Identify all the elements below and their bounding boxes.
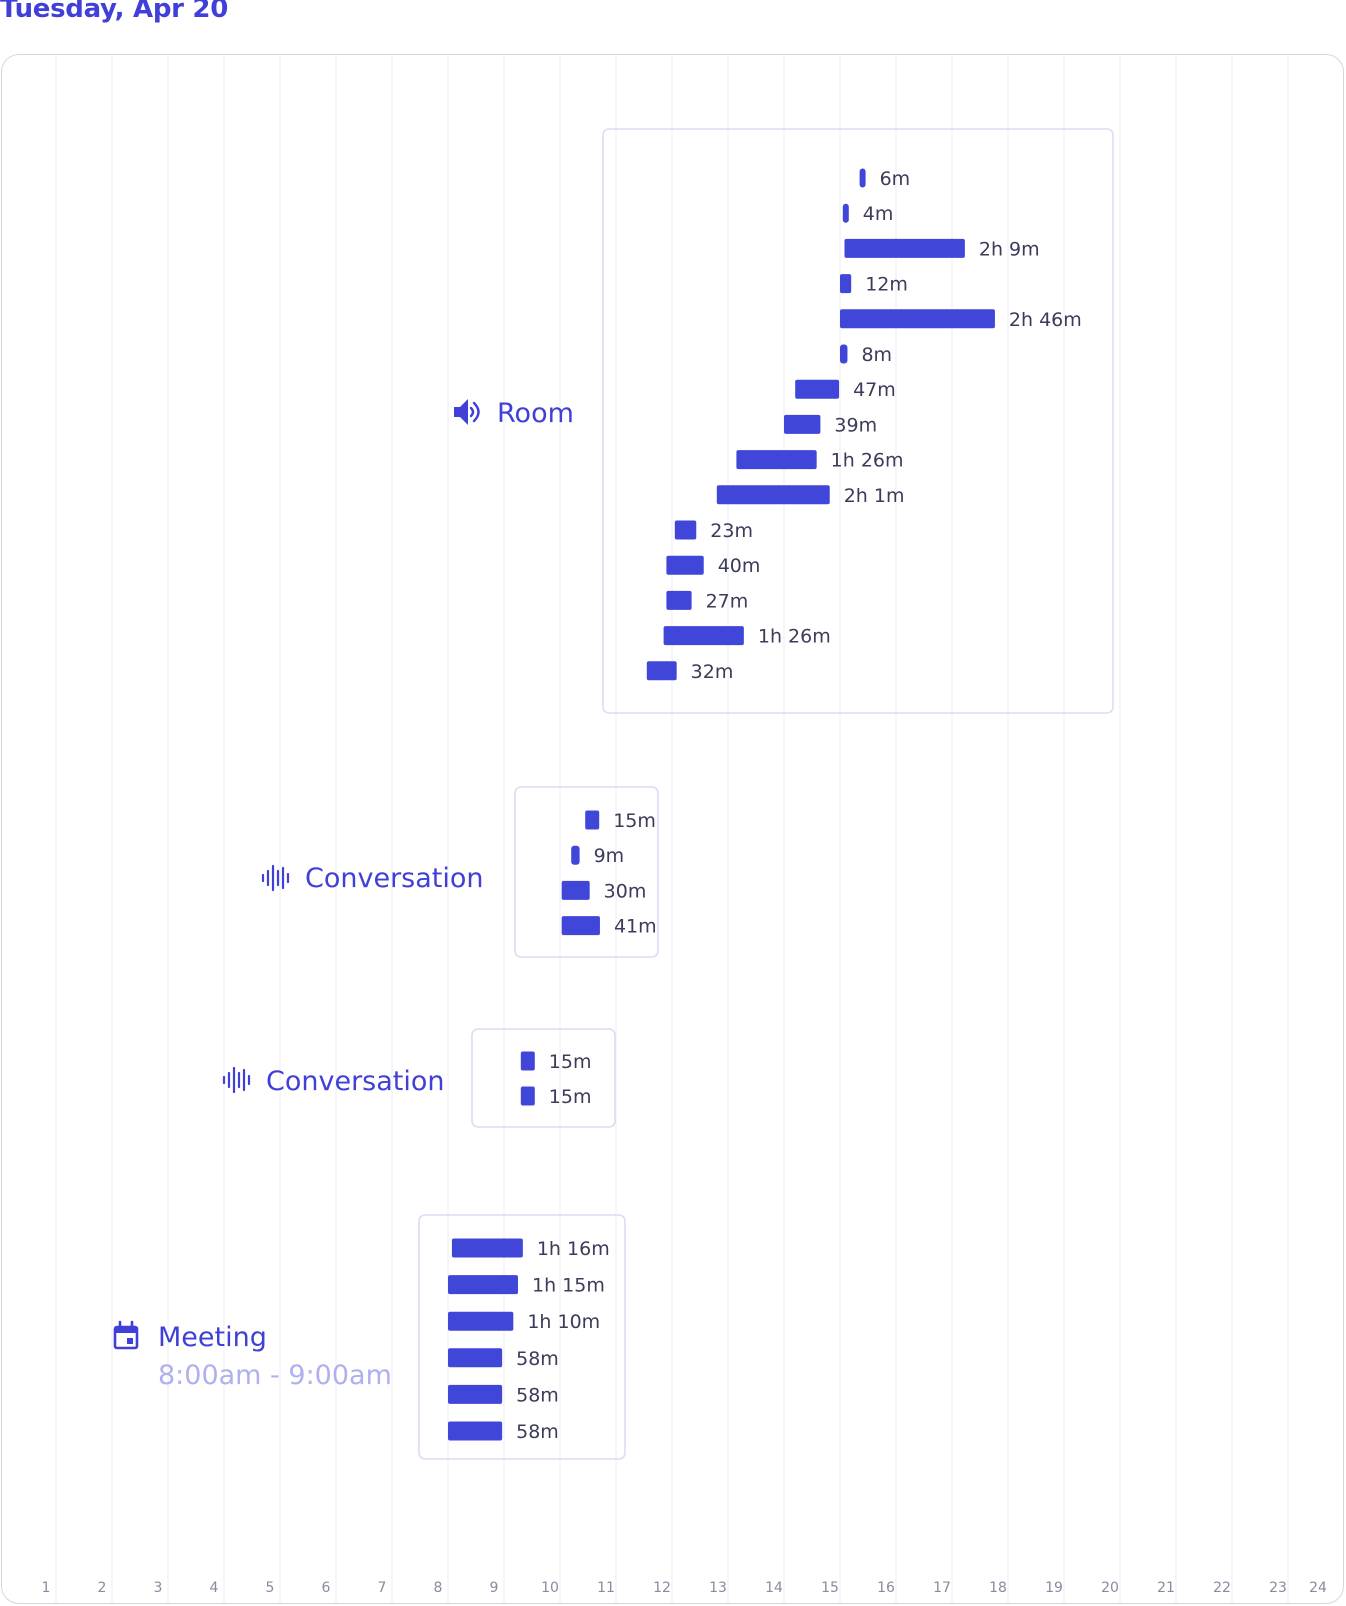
session-duration-label: 6m <box>880 168 911 190</box>
session-duration-label: 58m <box>516 1384 559 1406</box>
session-bar[interactable] <box>736 450 817 470</box>
x-tick-label: 16 <box>877 1580 895 1596</box>
session-duration-label: 4m <box>863 203 894 225</box>
x-tick-label: 5 <box>266 1580 275 1596</box>
session-duration-label: 8m <box>861 344 892 366</box>
session-bar[interactable] <box>448 1421 503 1441</box>
session-bar[interactable] <box>784 414 821 434</box>
session-duration-label: 1h 26m <box>831 450 904 472</box>
audio-wave-icon <box>261 864 290 892</box>
group-label: Room <box>497 398 574 429</box>
x-tick-label: 8 <box>434 1580 443 1596</box>
session-bar[interactable] <box>451 1238 523 1258</box>
x-tick-label: 1 <box>42 1580 51 1596</box>
session-bar[interactable] <box>674 520 697 540</box>
session-bar[interactable] <box>795 379 840 399</box>
session-duration-label: 40m <box>718 555 761 577</box>
group-box <box>418 1214 626 1460</box>
session-duration-label: 1h 26m <box>758 626 831 648</box>
session-duration-label: 2h 46m <box>1009 309 1082 331</box>
group-label: Conversation <box>266 1066 445 1097</box>
session-bar[interactable] <box>842 203 849 223</box>
session-duration-label: 47m <box>853 379 896 401</box>
session-bar[interactable] <box>448 1348 503 1368</box>
session-duration-label: 30m <box>604 880 647 902</box>
x-tick-label: 17 <box>933 1580 951 1596</box>
x-tick-label: 6 <box>322 1580 331 1596</box>
session-bar[interactable] <box>448 1311 514 1331</box>
x-tick-label: 9 <box>490 1580 499 1596</box>
x-tick-label: 7 <box>378 1580 387 1596</box>
group-box <box>602 128 1114 714</box>
x-tick-label: 14 <box>765 1580 783 1596</box>
session-bar[interactable] <box>840 344 848 364</box>
x-tick-label: 21 <box>1157 1580 1175 1596</box>
session-bar[interactable] <box>840 274 852 294</box>
speaker-icon <box>454 399 480 425</box>
x-tick-label: 3 <box>154 1580 163 1596</box>
x-tick-label: 23 <box>1269 1580 1287 1596</box>
session-duration-label: 2h 9m <box>979 238 1040 260</box>
x-tick-label: 12 <box>653 1580 671 1596</box>
session-bar[interactable] <box>585 810 600 830</box>
session-bar[interactable] <box>520 1086 535 1106</box>
session-duration-label: 41m <box>614 916 657 938</box>
session-bar[interactable] <box>448 1275 518 1295</box>
x-tick-label: 22 <box>1213 1580 1231 1596</box>
session-bar[interactable] <box>561 880 590 900</box>
group-label: Meeting <box>158 1322 267 1353</box>
session-duration-label: 9m <box>594 845 625 867</box>
x-tick-label: 15 <box>821 1580 839 1596</box>
x-tick-label: 24 <box>1309 1580 1327 1596</box>
audio-wave-icon <box>222 1066 251 1094</box>
session-duration-label: 1h 16m <box>537 1238 610 1260</box>
group-time-range: 8:00am - 9:00am <box>158 1360 392 1391</box>
x-tick-label: 2 <box>98 1580 107 1596</box>
session-bar[interactable] <box>716 485 830 505</box>
session-duration-label: 1h 10m <box>527 1311 600 1333</box>
session-duration-label: 58m <box>516 1348 559 1370</box>
session-duration-label: 27m <box>706 590 749 612</box>
x-tick-label: 20 <box>1101 1580 1119 1596</box>
session-duration-label: 23m <box>710 520 753 542</box>
group-box <box>471 1028 616 1128</box>
calendar-icon <box>113 1320 139 1350</box>
page-title: Tuesday, Apr 20 <box>0 0 229 24</box>
session-duration-label: 12m <box>865 274 908 296</box>
session-bar[interactable] <box>448 1384 503 1404</box>
x-tick-label: 4 <box>210 1580 219 1596</box>
session-duration-label: 39m <box>834 414 877 436</box>
x-tick-label: 13 <box>709 1580 727 1596</box>
session-duration-label: 15m <box>549 1051 592 1073</box>
group-box <box>514 786 659 958</box>
session-duration-label: 32m <box>691 661 734 683</box>
x-tick-label: 18 <box>989 1580 1007 1596</box>
x-tick-label: 10 <box>541 1580 559 1596</box>
session-bar[interactable] <box>646 661 677 681</box>
session-duration-label: 2h 1m <box>844 485 905 507</box>
x-tick-label: 19 <box>1045 1580 1063 1596</box>
session-bar[interactable] <box>844 238 965 258</box>
session-bar[interactable] <box>571 845 580 865</box>
session-bar[interactable] <box>666 590 692 610</box>
session-bar[interactable] <box>561 916 600 936</box>
session-bar[interactable] <box>859 168 866 188</box>
session-duration-label: 15m <box>613 810 656 832</box>
group-label: Conversation <box>305 863 484 894</box>
session-duration-label: 15m <box>549 1086 592 1108</box>
session-duration-label: 1h 15m <box>532 1275 605 1297</box>
session-bar[interactable] <box>520 1051 535 1071</box>
session-bar[interactable] <box>840 309 995 329</box>
session-duration-label: 58m <box>516 1421 559 1443</box>
x-tick-label: 11 <box>597 1580 615 1596</box>
session-bar[interactable] <box>666 555 704 575</box>
session-bar[interactable] <box>663 626 744 646</box>
